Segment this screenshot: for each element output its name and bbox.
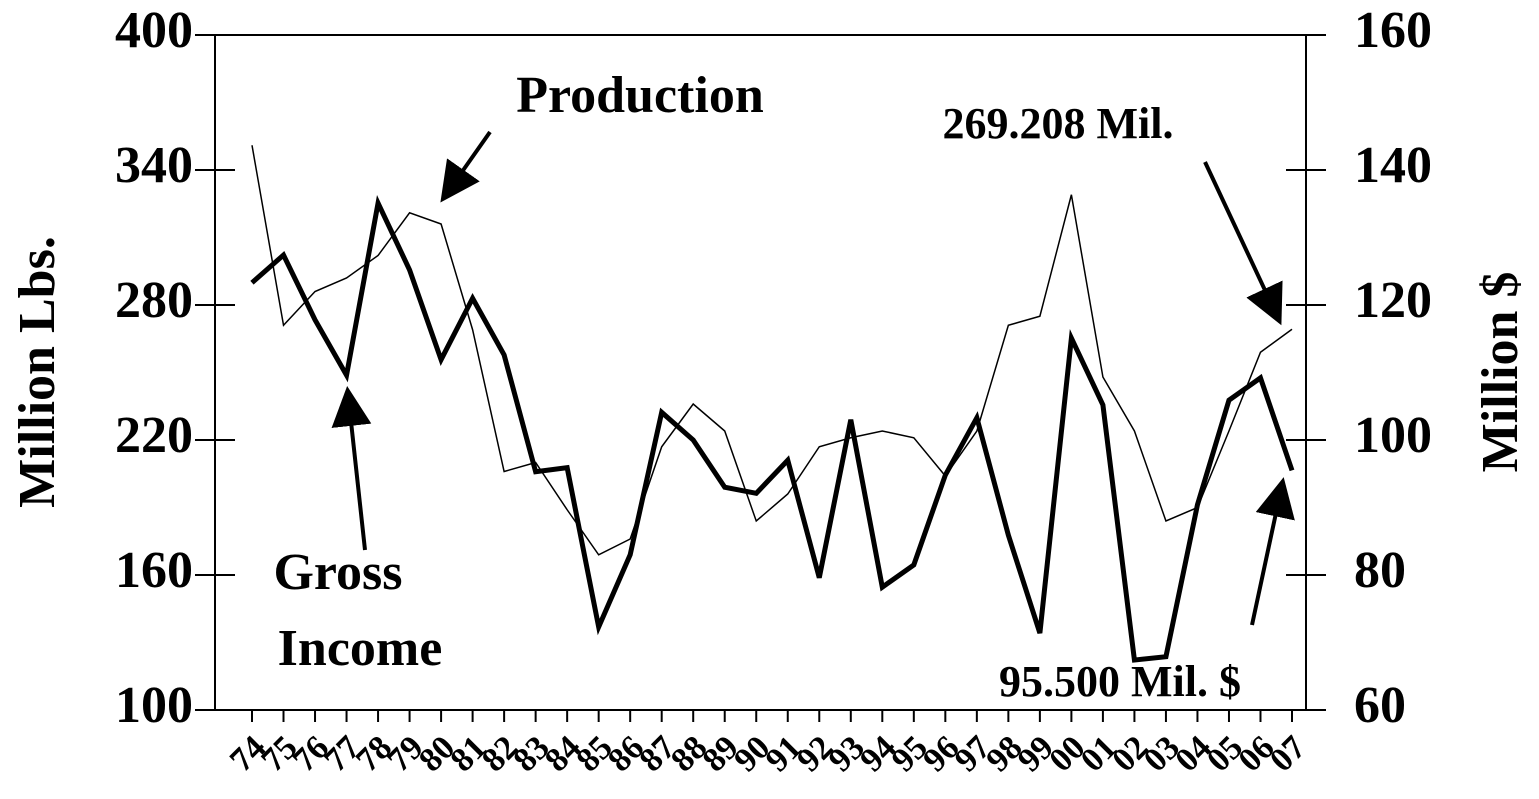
y-tick-label: 100 [115,677,193,734]
y-tick-label: 280 [115,272,193,329]
y2-tick-label: 100 [1354,407,1432,464]
annotation: Production [516,67,764,124]
y2-tick-label: 60 [1354,677,1406,734]
y2-tick-label: 120 [1354,272,1432,329]
arrow [440,130,492,203]
annotation: Income [278,620,443,677]
y2-tick-label: 160 [1354,2,1432,59]
y2-tick-label: 80 [1354,542,1406,599]
data-line [250,194,1295,663]
y-tick-label: 400 [115,2,193,59]
y-axis-label: Million Lbs. [9,236,66,508]
x-tick-label: 07 [1263,729,1313,779]
arrow [1203,161,1283,326]
data-line [251,145,1293,556]
arrow [331,386,372,551]
annotation: 269.208 Mil. [943,99,1174,148]
y-tick-label: 220 [115,407,193,464]
y-tick-label: 340 [115,137,193,194]
annotation: Gross [273,544,402,601]
y-tick-label: 160 [115,542,193,599]
y2-axis-label: Million $ [1472,272,1529,473]
y2-tick-label: 140 [1354,137,1432,194]
arrow [1250,477,1295,626]
annotation: 95.500 Mil. $ [999,657,1241,706]
